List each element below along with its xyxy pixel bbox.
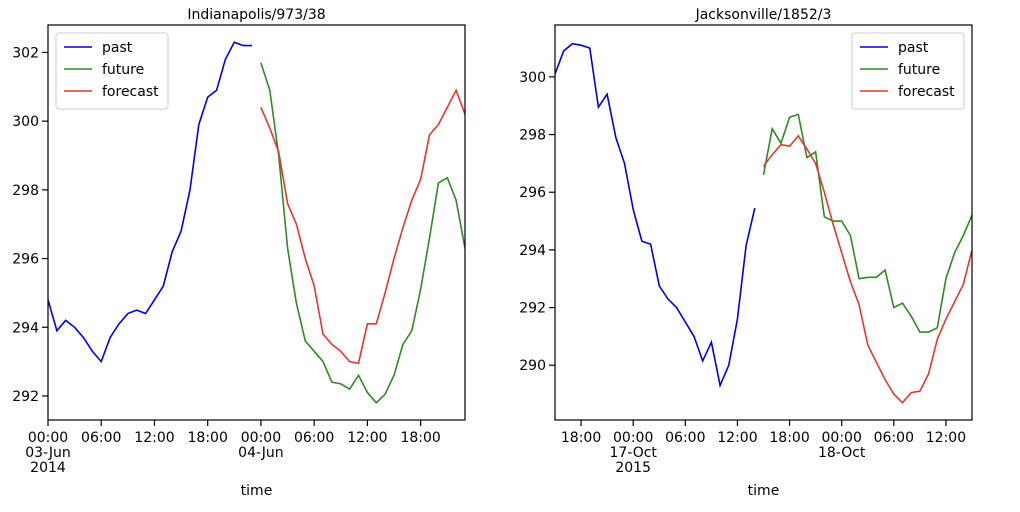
x-tick-label-line: 12:00 (134, 430, 174, 446)
plot-frame (554, 24, 973, 421)
legend-label: past (898, 40, 929, 56)
x-tick-label: 00:00 17-Oct 2015 (609, 430, 657, 476)
series-line (762, 113, 972, 333)
x-tick-label-line: 00:00 (28, 430, 68, 446)
legend-label: future (898, 62, 940, 78)
x-tick-label-line: 06:00 (294, 430, 334, 446)
x-tick-label-line: 18:00 (561, 430, 601, 446)
plot-frame (47, 24, 466, 421)
x-tick-label: 06:00 (81, 430, 121, 446)
x-tick-label: 18:00 (188, 430, 228, 446)
y-tick-label: 294 (519, 243, 546, 259)
x-tick-label: 00:00 04-Jun (238, 430, 284, 461)
y-tick-label: 292 (12, 389, 39, 405)
x-tick-label-line: 18:00 (400, 430, 440, 446)
legend-box (851, 32, 965, 110)
y-tick-label: 290 (519, 358, 546, 374)
x-axis-label: time (241, 483, 273, 499)
x-tick-label-line: 03-Jun (25, 445, 71, 461)
y-tick-label: 292 (519, 301, 546, 317)
x-tick-label-line: 2014 (30, 460, 66, 476)
x-axis-label: time (748, 483, 780, 499)
x-tick-label-line: 00:00 (241, 430, 281, 446)
y-tick-label: 298 (519, 128, 546, 144)
x-tick-label-line: 12:00 (717, 430, 757, 446)
x-tick-label-line: 12:00 (926, 430, 966, 446)
legend-label: forecast (898, 84, 955, 100)
series-line (48, 41, 253, 364)
y-tick-label: 300 (12, 114, 39, 130)
x-tick-label: 18:00 (561, 430, 601, 446)
y-tick-label: 294 (12, 320, 39, 336)
x-tick-label: 12:00 (134, 430, 174, 446)
x-tick-label: 18:00 (769, 430, 809, 446)
chart-title: Indianapolis/973/38 (187, 7, 325, 23)
legend-label: future (102, 62, 144, 78)
legend-label: forecast (102, 84, 159, 100)
x-tick-label: 12:00 (717, 430, 757, 446)
x-tick-label-line: 18:00 (188, 430, 228, 446)
subplot: Indianapolis/973/38 time 292 294 296 298 300 30… (12, 7, 466, 499)
x-tick-label-line: 00:00 (822, 430, 862, 446)
y-tick-label: 296 (12, 252, 39, 268)
x-tick-label-line: 00:00 (613, 430, 653, 446)
x-tick-label-line: 06:00 (665, 430, 705, 446)
x-tick-label-line: 17-Oct (609, 445, 657, 461)
x-tick-label-line: 18:00 (769, 430, 809, 446)
x-tick-label-line: 06:00 (81, 430, 121, 446)
x-tick-label: 12:00 (347, 430, 387, 446)
y-tick-label: 300 (519, 70, 546, 86)
series-line (260, 88, 465, 365)
y-tick-label: 298 (12, 183, 39, 199)
x-tick-label-line: 18-Oct (818, 445, 866, 461)
series-line (762, 134, 972, 404)
x-tick-label: 00:00 18-Oct (818, 430, 866, 461)
x-tick-label-line: 2015 (615, 460, 651, 476)
subplot: Jacksonville/1852/3 time 290 292 294 296 298 30… (519, 7, 973, 499)
x-tick-label: 06:00 (665, 430, 705, 446)
chart-title: Jacksonville/1852/3 (695, 7, 832, 23)
y-tick-label: 296 (519, 185, 546, 201)
x-tick-label-line: 12:00 (347, 430, 387, 446)
x-tick-label: 12:00 (926, 430, 966, 446)
legend-label: past (102, 40, 133, 56)
series-line (260, 62, 465, 404)
x-tick-label-line: 06:00 (874, 430, 914, 446)
x-tick-label: 00:00 03-Jun 2014 (25, 430, 71, 476)
x-tick-label: 18:00 (400, 430, 440, 446)
x-tick-label-line: 04-Jun (238, 445, 284, 461)
y-tick-label: 302 (12, 45, 39, 61)
legend-box (55, 32, 169, 110)
x-tick-label: 06:00 (294, 430, 334, 446)
x-tick-label: 06:00 (874, 430, 914, 446)
series-line (555, 42, 756, 389)
